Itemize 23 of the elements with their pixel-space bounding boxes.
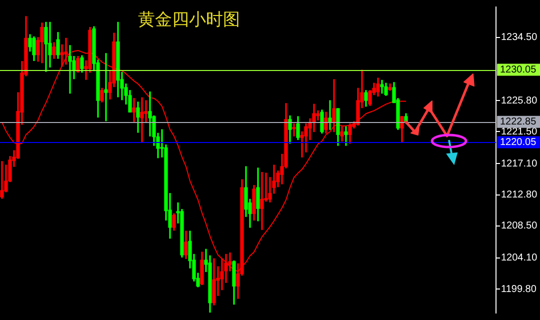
- candlestick: [104, 53, 108, 122]
- candlestick: [68, 45, 72, 94]
- y-tick-label: 1225.80: [501, 95, 538, 106]
- candlestick: [344, 126, 348, 146]
- candlestick: [260, 172, 264, 230]
- y-tick-label: 1208.50: [501, 220, 538, 232]
- y-tick-label: 1212.80: [501, 190, 538, 201]
- y-tick-label: 1221.50: [501, 126, 538, 138]
- ref-line-label: 1220.05: [500, 136, 537, 148]
- y-tick-label: 1199.80: [501, 284, 537, 295]
- candlestick: [0, 161, 4, 199]
- candlestick: [140, 97, 144, 142]
- candlestick: [132, 98, 136, 122]
- ref-line-label: 1222.85: [500, 116, 537, 128]
- candlestick: [328, 100, 332, 130]
- chart-title: 黄金四小时图: [138, 9, 240, 31]
- y-tick-label: 1217.10: [501, 158, 538, 170]
- candlestick: [292, 123, 296, 136]
- candlestick: [380, 80, 384, 94]
- y-tick-label: 1234.50: [501, 32, 538, 44]
- ref-line-label: 1230.05: [500, 64, 537, 76]
- y-tick-label: 1204.10: [501, 252, 538, 264]
- candlestick: [316, 110, 320, 120]
